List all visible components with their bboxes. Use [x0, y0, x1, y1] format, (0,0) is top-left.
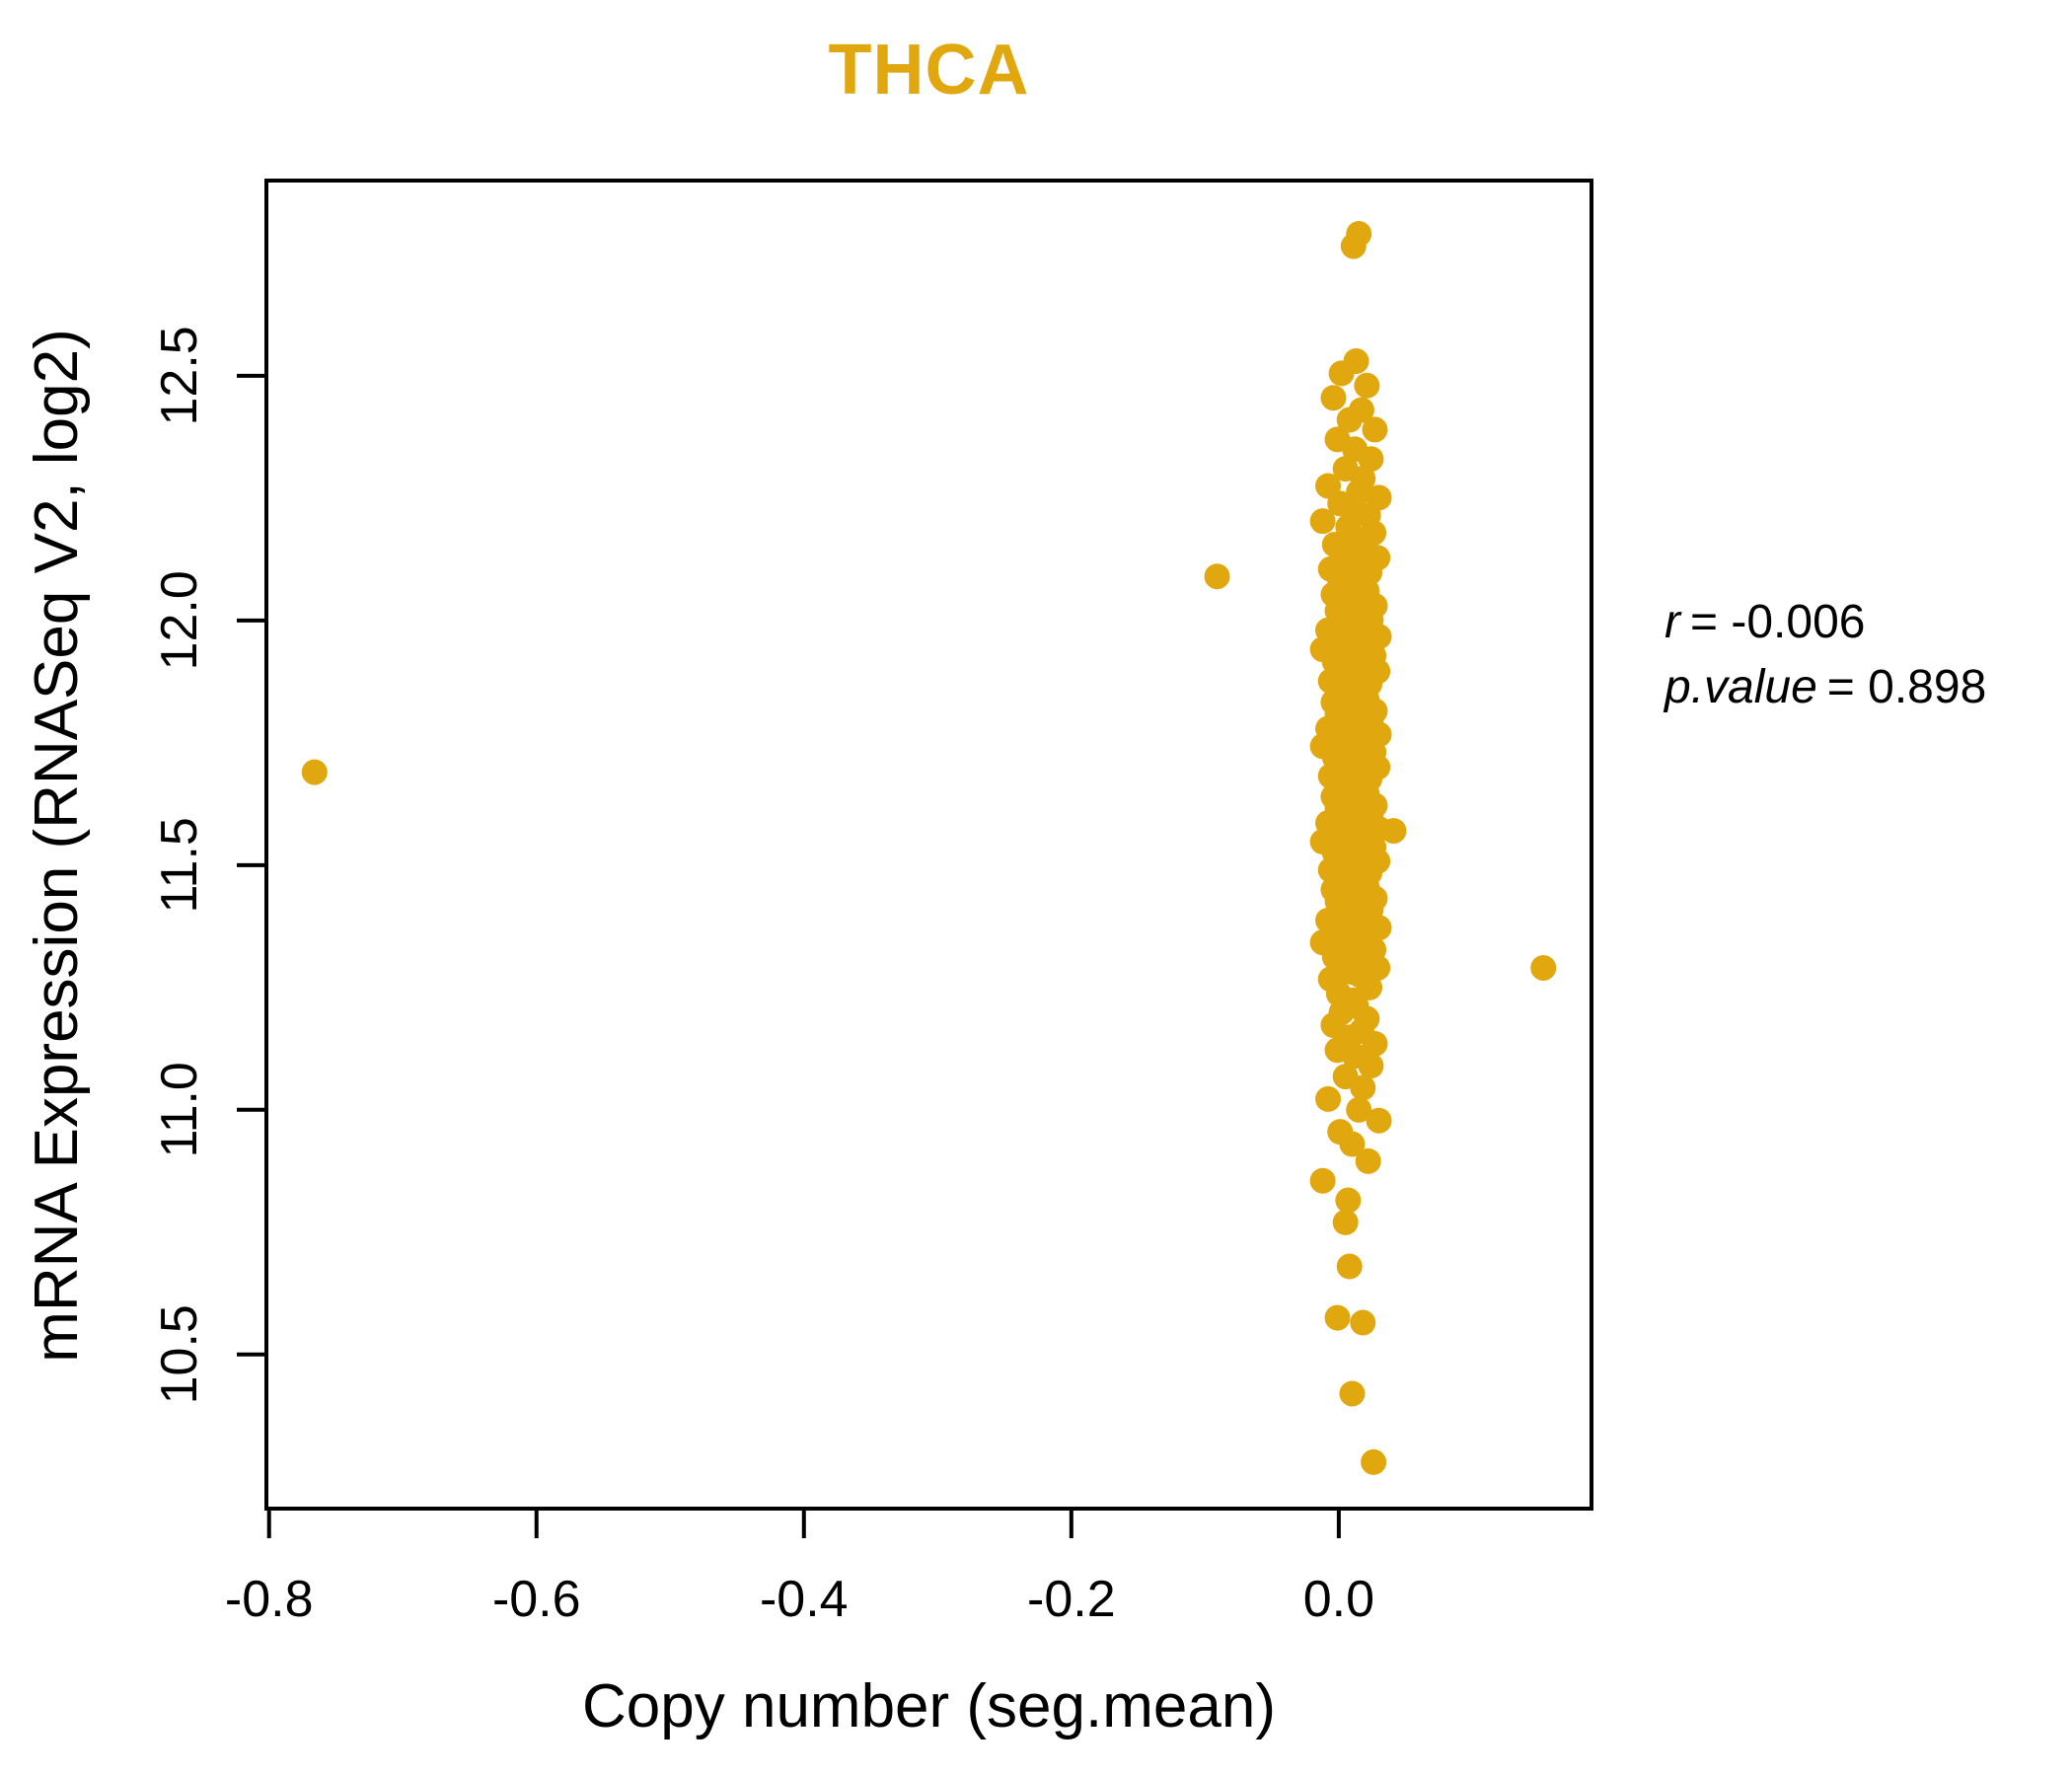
data-point	[1340, 233, 1367, 259]
data-point	[1355, 1147, 1381, 1174]
r-stat-line: r = -0.006	[1665, 590, 1986, 655]
x-tick-label: -0.4	[760, 1571, 849, 1628]
data-point	[1309, 1167, 1336, 1194]
x-tick-label: -0.8	[225, 1571, 314, 1628]
data-point	[1362, 416, 1388, 443]
data-point	[301, 759, 328, 785]
p-value-symbol: p.value	[1665, 661, 1817, 713]
r-symbol: r	[1665, 596, 1680, 648]
p-value: = 0.898	[1826, 661, 1987, 713]
y-tick-label: 11.5	[151, 817, 208, 913]
data-point	[1350, 1309, 1376, 1336]
data-point	[1358, 1053, 1384, 1079]
data-point	[1350, 1074, 1376, 1101]
y-tick-label: 10.5	[151, 1304, 208, 1404]
data-point	[1204, 563, 1230, 590]
data-point	[1361, 1448, 1387, 1475]
data-point	[1332, 1209, 1359, 1235]
y-tick-label: 12.0	[151, 570, 208, 670]
data-point	[1328, 360, 1355, 387]
x-tick-label: -0.6	[492, 1571, 581, 1628]
data-point	[1530, 954, 1557, 981]
data-point	[1309, 508, 1336, 535]
data-point	[1358, 446, 1384, 473]
data-point	[1346, 1096, 1372, 1123]
y-tick-label: 11.0	[151, 1062, 208, 1157]
stats-annotation: r = -0.006 p.value = 0.898	[1665, 590, 1986, 720]
data-point	[1320, 385, 1347, 411]
r-value: = -0.006	[1689, 596, 1866, 648]
data-point	[1336, 407, 1363, 433]
x-axis-title: Copy number (seg.mean)	[582, 1672, 1276, 1740]
x-tick-label: -0.2	[1027, 1571, 1116, 1628]
data-point	[1324, 1304, 1351, 1331]
plot-frame	[264, 179, 1593, 1511]
data-point	[1339, 1380, 1366, 1407]
data-point	[1315, 1085, 1342, 1112]
data-point	[1339, 1131, 1366, 1157]
p-value-line: p.value = 0.898	[1665, 655, 1986, 720]
chart-title: THCA	[828, 31, 1030, 110]
x-tick-label: 0.0	[1303, 1571, 1374, 1628]
data-point	[1366, 1107, 1392, 1134]
y-tick-label: 12.5	[151, 326, 208, 425]
data-point	[1362, 1030, 1388, 1057]
data-point	[1354, 372, 1380, 399]
data-point	[1336, 1253, 1363, 1280]
data-point	[1335, 1187, 1362, 1214]
